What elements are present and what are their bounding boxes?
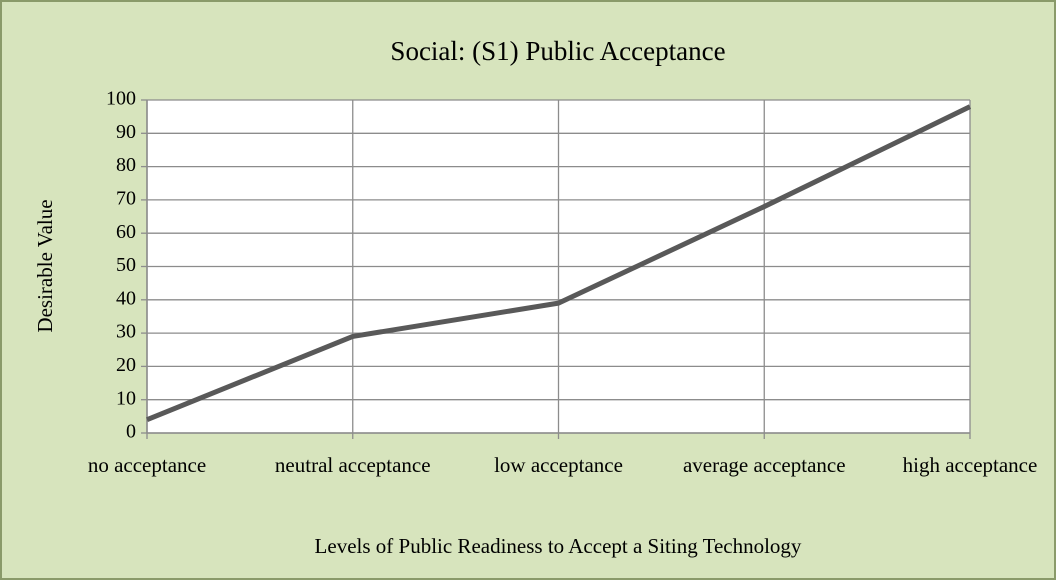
- y-tick-label: 60: [116, 221, 136, 243]
- x-axis-label: Levels of Public Readiness to Accept a S…: [315, 534, 802, 558]
- x-tick-label: no acceptance: [87, 453, 207, 477]
- chart-title: Social: (S1) Public Acceptance: [390, 36, 725, 66]
- x-tick-label: low acceptance: [494, 453, 623, 477]
- y-tick-label: 0: [126, 421, 136, 443]
- y-tick-label: 10: [116, 387, 136, 409]
- y-tick-label: 90: [116, 121, 136, 143]
- y-tick-label: 50: [116, 254, 136, 276]
- x-tick-label: high acceptance: [902, 453, 1038, 477]
- y-tick-label: 20: [116, 354, 136, 376]
- y-tick-label: 30: [116, 321, 136, 343]
- y-tick-label: 40: [116, 287, 136, 309]
- y-tick-label: 70: [116, 187, 136, 209]
- series-line: [146, 104, 972, 422]
- y-axis-label: Desirable Value: [33, 199, 57, 332]
- y-tick-label: 100: [106, 88, 136, 110]
- x-tick-label: average acceptance: [682, 453, 846, 477]
- y-tick-label: 80: [116, 154, 136, 176]
- x-tick-label: neutral acceptance: [274, 453, 431, 477]
